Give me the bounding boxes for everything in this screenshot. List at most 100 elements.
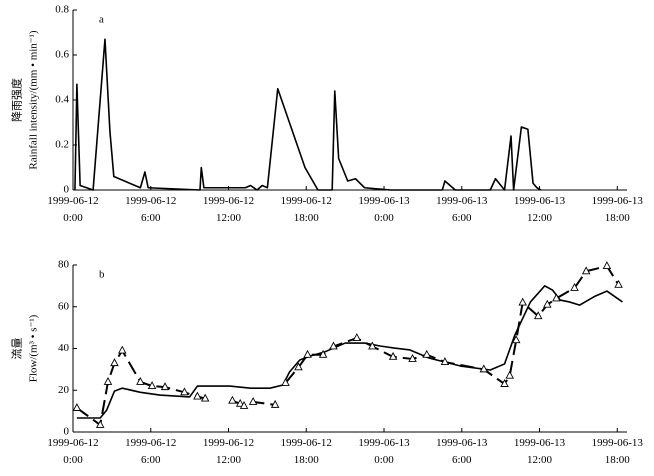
x-tick-date: 1999-06-12 <box>281 437 332 449</box>
x-tick-date: 1999-06-12 <box>47 437 98 449</box>
x-tick-time: 6:00 <box>452 454 472 466</box>
x-tick-date: 1999-06-12 <box>203 195 254 207</box>
triangle-marker <box>136 376 145 385</box>
y-tick-label: 0.6 <box>55 49 69 61</box>
triangle-marker <box>160 382 170 391</box>
triangle-marker <box>200 393 210 402</box>
triangle-marker <box>103 376 113 385</box>
triangle-marker <box>117 345 127 354</box>
x-tick-label: 1999-06-13 12:00 <box>514 195 566 224</box>
y-tick-label: 0 <box>64 426 70 438</box>
triangle-marker <box>543 299 552 308</box>
y-tick-label: 40 <box>58 342 70 354</box>
triangle-marker <box>235 398 245 407</box>
triangle-marker <box>581 266 591 275</box>
series-line <box>76 265 620 426</box>
series-line <box>74 38 542 191</box>
triangle-marker <box>228 395 237 404</box>
y-tick-label: 0 <box>64 184 70 196</box>
x-tick-time: 0:00 <box>63 212 83 224</box>
x-tick-date: 1999-06-12 <box>125 195 176 207</box>
triangle-marker <box>602 261 612 269</box>
x-tick-date: 1999-06-13 <box>358 437 410 449</box>
triangle-marker <box>479 364 489 373</box>
x-tick-date: 1999-06-13 <box>436 437 488 449</box>
x-tick-time: 6:00 <box>141 454 161 466</box>
triangle-marker <box>239 400 249 409</box>
x-tick-date: 1999-06-12 <box>47 195 98 207</box>
x-tick-label: 1999-06-12 12:00 <box>203 195 254 224</box>
x-tick-label: 1999-06-13 12:00 <box>514 437 566 466</box>
triangle-marker <box>248 396 258 405</box>
x-tick-label: 1999-06-13 6:00 <box>436 195 488 224</box>
x-tick-date: 1999-06-12 <box>281 195 332 207</box>
triangle-marker <box>500 379 509 387</box>
x-tick-time: 18:00 <box>294 212 320 224</box>
y-tick-label: 80 <box>58 259 70 271</box>
x-tick-time: 0:00 <box>374 212 394 224</box>
x-tick-label: 1999-06-12 0:00 <box>47 195 98 224</box>
y-tick-label: 20 <box>58 384 70 396</box>
triangle-marker <box>518 297 527 306</box>
x-tick-date: 1999-06-13 <box>592 437 644 449</box>
x-tick-time: 18:00 <box>605 212 631 224</box>
x-tick-label: 1999-06-12 18:00 <box>281 195 332 224</box>
x-tick-label: 1999-06-13 18:00 <box>592 195 644 224</box>
triangle-marker <box>614 279 623 288</box>
triangle-marker <box>552 293 561 302</box>
x-tick-label: 1999-06-12 6:00 <box>125 437 176 466</box>
x-tick-date: 1999-06-12 <box>203 437 254 449</box>
y-tick-label: 0.8 <box>55 4 69 16</box>
series-line <box>76 285 623 419</box>
y-label-cn: 降雨强度 <box>10 78 24 122</box>
x-tick-date: 1999-06-12 <box>125 437 176 449</box>
x-tick-time: 12:00 <box>527 454 553 466</box>
triangle-marker <box>95 419 105 428</box>
triangle-marker <box>352 333 362 342</box>
x-tick-date: 1999-06-13 <box>514 437 566 449</box>
y-tick-label: 0.4 <box>55 94 69 106</box>
panel-label: b <box>99 269 105 281</box>
y-label-cn: 流量 <box>10 338 24 360</box>
triangle-marker <box>422 349 432 358</box>
triangle-marker <box>570 283 579 291</box>
triangle-marker <box>193 391 202 400</box>
triangle-marker <box>440 357 450 366</box>
triangle-marker <box>294 362 303 371</box>
triangle-marker <box>408 353 417 362</box>
triangle-marker <box>511 335 521 344</box>
x-tick-label: 1999-06-12 6:00 <box>125 195 176 224</box>
x-tick-date: 1999-06-13 <box>514 195 566 207</box>
triangle-marker <box>147 381 157 390</box>
x-tick-label: 1999-06-12 12:00 <box>203 437 254 466</box>
triangle-marker <box>72 403 82 411</box>
x-tick-label: 1999-06-13 0:00 <box>358 195 410 224</box>
x-tick-time: 0:00 <box>374 454 394 466</box>
x-tick-time: 0:00 <box>63 454 83 466</box>
triangle-marker <box>368 341 377 350</box>
x-tick-time: 12:00 <box>527 212 553 224</box>
y-label-en: Flow/(m³ • s⁻¹) <box>28 314 40 382</box>
triangle-marker <box>281 377 290 386</box>
triangle-marker <box>533 311 543 320</box>
x-tick-time: 6:00 <box>452 212 472 224</box>
panel-label: a <box>99 14 104 26</box>
x-tick-time: 6:00 <box>141 212 161 224</box>
triangle-marker <box>270 399 280 408</box>
x-tick-label: 1999-06-12 18:00 <box>281 437 332 466</box>
x-tick-label: 1999-06-13 18:00 <box>592 437 644 466</box>
x-tick-date: 1999-06-13 <box>358 195 410 207</box>
triangle-marker <box>505 370 514 379</box>
x-tick-time: 18:00 <box>294 454 320 466</box>
y-label-en: Rainfall intensity/(mm • min⁻¹) <box>28 30 40 169</box>
x-tick-time: 12:00 <box>216 212 242 224</box>
triangle-marker <box>110 358 119 367</box>
x-tick-date: 1999-06-13 <box>436 195 488 207</box>
triangle-marker <box>329 341 338 350</box>
y-tick-label: 0.2 <box>55 139 69 151</box>
x-tick-time: 18:00 <box>605 454 631 466</box>
x-tick-time: 12:00 <box>216 454 242 466</box>
triangle-marker <box>388 351 398 360</box>
x-tick-date: 1999-06-13 <box>592 195 644 207</box>
